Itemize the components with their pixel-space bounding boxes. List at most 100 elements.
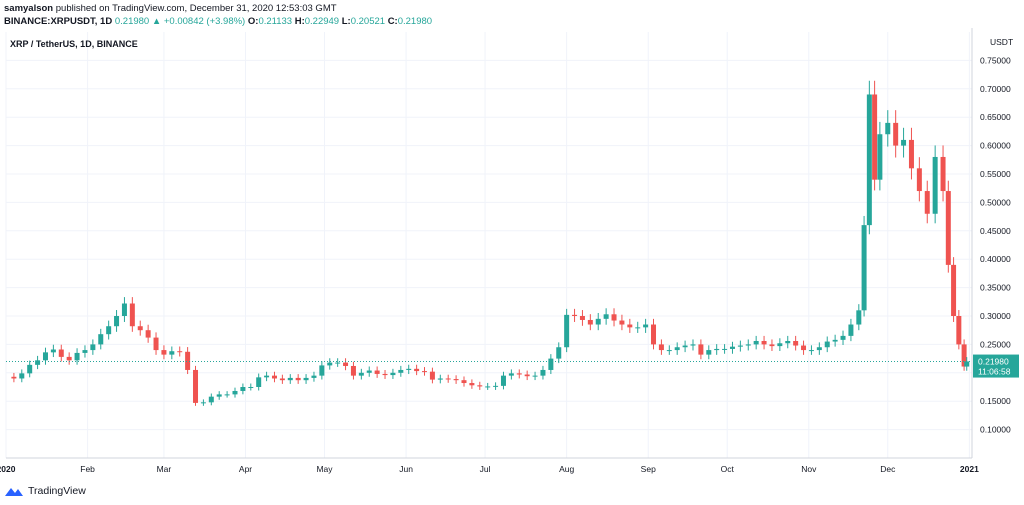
- candle-body: [193, 369, 199, 403]
- candle-body: [461, 380, 467, 384]
- candle-body: [682, 345, 688, 348]
- candle-body: [161, 350, 167, 355]
- candle-body: [951, 264, 957, 316]
- candle-body: [877, 134, 883, 180]
- candle-body: [248, 387, 254, 388]
- x-tick-label: May: [316, 464, 333, 474]
- author-name[interactable]: samyalson: [4, 3, 54, 14]
- candle-body: [924, 191, 930, 214]
- currency-label: USDT: [990, 37, 1013, 47]
- candle-body: [216, 394, 222, 397]
- candle-body: [74, 352, 80, 361]
- candle-body: [485, 386, 491, 388]
- candle-body: [801, 345, 807, 351]
- candle-body: [169, 351, 175, 355]
- candle-body: [406, 368, 412, 370]
- candle-body: [832, 339, 838, 342]
- candle-body: [861, 225, 867, 311]
- candle-body: [437, 378, 443, 380]
- x-tick-label: Jul: [480, 464, 491, 474]
- x-tick-label: Aug: [559, 464, 574, 474]
- candle-body: [508, 373, 514, 376]
- candle-body: [343, 362, 349, 366]
- grid: [5, 32, 972, 458]
- candle-body: [540, 369, 546, 376]
- candle-body: [651, 324, 657, 345]
- candle-body: [595, 318, 601, 325]
- candle-body: [114, 316, 120, 327]
- close-value: 0.21980: [397, 16, 433, 27]
- candle-body: [145, 330, 151, 338]
- y-tick-label: 0.45000: [980, 226, 1011, 236]
- candle-body: [429, 371, 435, 380]
- candle-body: [872, 94, 878, 180]
- candle-body: [635, 327, 641, 329]
- symbol-label: BINANCE:XRPUSDT, 1D: [4, 16, 113, 27]
- open-value: 0.21133: [258, 16, 293, 27]
- candle-body: [137, 326, 143, 331]
- candle-body: [824, 341, 830, 348]
- candle-body: [808, 350, 814, 352]
- y-tick-label: 0.35000: [980, 283, 1011, 293]
- candle-body: [98, 334, 104, 345]
- candle-body: [90, 344, 96, 351]
- low-value: 0.20521: [350, 16, 386, 27]
- candle-body: [177, 351, 183, 353]
- y-tick-label: 0.75000: [980, 55, 1011, 65]
- candle-body: [564, 314, 570, 348]
- candle-body: [603, 314, 609, 319]
- candle-body: [358, 372, 364, 376]
- ohlc-line: BINANCE:XRPUSDT, 1D 0.21980 ▲ +0.00842 (…: [4, 15, 432, 28]
- candle-body: [390, 372, 396, 376]
- candle-body: [303, 377, 309, 381]
- candle-body: [374, 370, 380, 374]
- change-value: ▲ +0.00842 (+3.98%): [151, 16, 246, 27]
- candle-body: [129, 303, 135, 327]
- x-tick-label: Mar: [157, 464, 172, 474]
- candle-body: [901, 139, 907, 146]
- candle-body: [848, 324, 854, 336]
- candle-body: [619, 320, 625, 325]
- x-tick-label: Jun: [399, 464, 413, 474]
- candle-body: [66, 356, 72, 361]
- candle-body: [706, 350, 712, 355]
- candle-body: [674, 347, 680, 351]
- candle-body: [793, 340, 799, 346]
- candle-body: [737, 345, 743, 347]
- x-tick-label: Nov: [801, 464, 817, 474]
- tradingview-logo-icon: [5, 488, 23, 496]
- last-price-badge: [973, 354, 1019, 378]
- x-tick-label: Feb: [80, 464, 95, 474]
- candle-body: [287, 377, 293, 381]
- candle-body: [945, 191, 951, 265]
- chart-title: XRP / TetherUS, 1D, BINANCE: [10, 39, 138, 49]
- x-tick-label: Apr: [239, 464, 252, 474]
- candle-body: [722, 348, 728, 350]
- candle-body: [208, 396, 214, 403]
- candle-body: [572, 314, 578, 316]
- candle-body: [627, 324, 633, 328]
- candle-body: [58, 349, 64, 357]
- chart-header: samyalson published on TradingView.com, …: [4, 2, 432, 28]
- candle-body: [279, 378, 285, 381]
- candle-body: [556, 347, 562, 359]
- candle-body: [761, 340, 767, 345]
- candle-body: [224, 394, 230, 396]
- candle-body: [19, 373, 25, 379]
- candle-body: [500, 375, 506, 386]
- candle-body: [335, 362, 341, 364]
- tradingview-brand[interactable]: TradingView: [28, 485, 86, 497]
- high-value: 0.22949: [304, 16, 340, 27]
- candle-body: [658, 344, 664, 351]
- candle-body: [319, 365, 325, 376]
- x-tick-label: Dec: [880, 464, 896, 474]
- candle-body: [690, 344, 696, 346]
- footer: TradingView: [4, 485, 86, 497]
- candle-body: [940, 156, 946, 192]
- countdown-label: 11:06:58: [978, 367, 1011, 377]
- candle-body: [422, 371, 428, 373]
- candle-body: [916, 168, 922, 192]
- candle-body: [956, 316, 962, 345]
